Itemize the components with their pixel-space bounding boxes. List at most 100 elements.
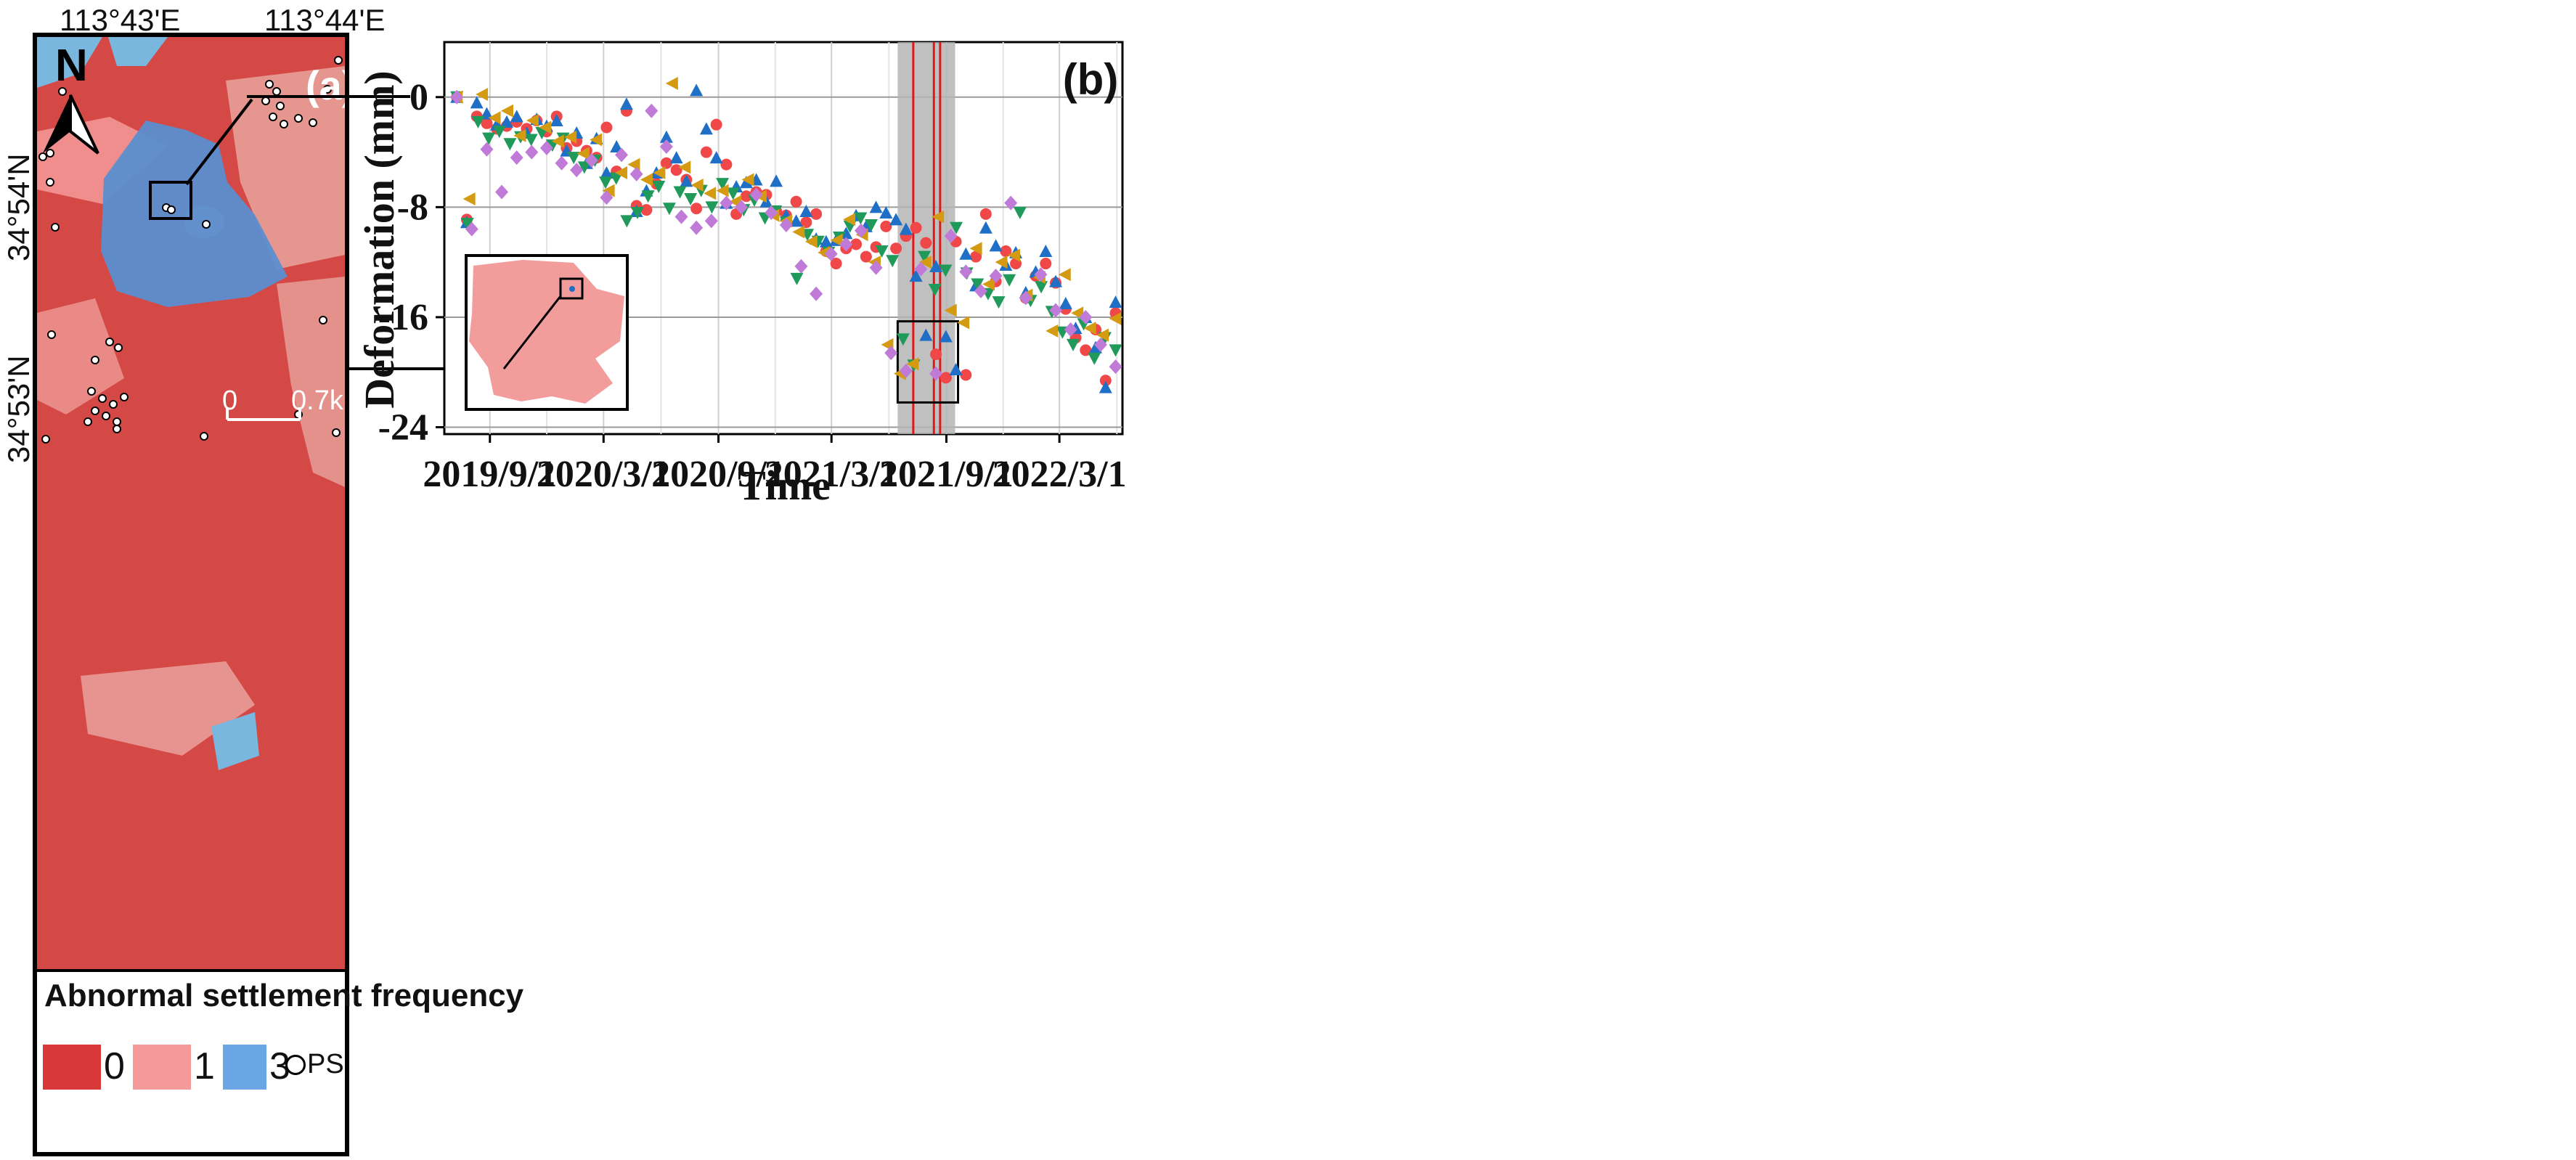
- series-left-triangle-point-20: [704, 187, 717, 200]
- series-diamond-point-13: [645, 103, 659, 118]
- series-circle-point-40: [850, 238, 863, 250]
- y-tick-label-1: -8: [397, 187, 428, 228]
- series-up-triangle-point-16: [610, 140, 624, 152]
- zone-frequency-1-e: [81, 661, 255, 756]
- series-up-triangle-point-48: [929, 259, 943, 272]
- series-left-triangle-point-23: [741, 173, 754, 187]
- legend-label-0: 0: [104, 1045, 125, 1087]
- x-tick-label-2: 2020/9/1: [651, 454, 786, 495]
- series-circle-point-3: [481, 117, 493, 129]
- series-circle-point-38: [830, 258, 842, 270]
- series-down-triangle-point-60: [1088, 352, 1101, 365]
- series-up-triangle-point-60: [1049, 274, 1063, 287]
- series-down-triangle-point-26: [726, 187, 740, 200]
- series-up-triangle-point-47: [919, 328, 933, 341]
- series-left-triangle-point-17: [665, 76, 678, 90]
- series-up-triangle-point-53: [979, 221, 993, 234]
- series-circle-point-29: [740, 190, 752, 203]
- series-left-triangle-point-13: [615, 166, 628, 179]
- legend-swatch-0: [43, 1045, 101, 1090]
- series-circle-point-27: [720, 158, 733, 171]
- series-down-triangle-point-16: [620, 215, 634, 228]
- inset-connector: [502, 295, 562, 369]
- series-diamond-point-44: [1109, 359, 1122, 375]
- series-left-triangle-point-18: [678, 160, 691, 174]
- data-marks-layer: [450, 76, 1122, 393]
- series-circle-point-36: [810, 208, 823, 220]
- series-left-triangle-point-6: [526, 114, 539, 127]
- series-left-triangle-point-43: [995, 256, 1008, 269]
- x-tick-label-0: 2019/9/1: [423, 454, 557, 495]
- series-diamond-point-24: [810, 286, 823, 301]
- series-left-triangle-point-16: [653, 166, 666, 179]
- series-up-triangle-point-17: [619, 97, 633, 110]
- scale-bar: [226, 407, 301, 421]
- series-up-triangle-point-42: [869, 200, 883, 213]
- zone-frequency-1-d: [277, 277, 345, 487]
- series-diamond-point-17: [704, 213, 718, 229]
- series-circle-point-49: [939, 372, 952, 384]
- series-down-triangle-point-19: [652, 180, 666, 193]
- series-diamond-point-42: [1079, 309, 1093, 324]
- series-circle-point-41: [860, 250, 872, 263]
- series-circle-point-55: [1000, 245, 1012, 257]
- series-up-triangle-point-6: [510, 110, 523, 123]
- series-left-triangle-point-12: [602, 184, 615, 197]
- series-up-triangle-point-59: [1039, 245, 1053, 257]
- inset-zoom-box: [559, 277, 584, 300]
- series-diamond-point-28: [869, 260, 883, 275]
- anomaly-zoom-box: [896, 320, 960, 404]
- x-axis-title: Time: [738, 462, 831, 509]
- series-circle-point-19: [640, 204, 653, 216]
- series-diamond-point-20: [749, 187, 763, 203]
- series-left-triangle-point-19: [690, 179, 704, 192]
- series-diamond-point-15: [674, 209, 688, 224]
- series-diamond-point-10: [600, 190, 614, 205]
- series-left-triangle-point-31: [843, 213, 856, 226]
- series-diamond-point-5: [525, 144, 539, 160]
- series-diamond-point-1: [465, 221, 478, 237]
- series-diamond-point-37: [1004, 195, 1018, 211]
- series-up-triangle-point-5: [500, 115, 513, 128]
- legend-swatch-1: [133, 1045, 191, 1090]
- series-circle-point-34: [790, 195, 802, 208]
- series-up-triangle-point-64: [1089, 340, 1103, 354]
- series-down-triangle-point-44: [918, 250, 932, 264]
- series-diamond-point-43: [1093, 337, 1107, 352]
- series-down-triangle-point-20: [662, 203, 676, 216]
- series-down-triangle-point-55: [1035, 281, 1048, 294]
- series-left-triangle-point-11: [590, 133, 603, 147]
- series-down-triangle-point-7: [524, 134, 538, 147]
- series-left-triangle-point-2: [476, 88, 489, 101]
- series-up-triangle-point-2: [470, 96, 484, 109]
- series-diamond-point-27: [854, 223, 868, 238]
- x-tick-label-1: 2020/3/1: [537, 454, 671, 495]
- y-tick-label-2: -16: [378, 297, 428, 338]
- series-up-triangle-point-26: [709, 151, 723, 164]
- series-diamond-point-35: [974, 283, 987, 298]
- series-down-triangle-point-51: [992, 296, 1006, 309]
- series-left-triangle-point-10: [576, 147, 590, 160]
- series-down-triangle-point-4: [492, 126, 506, 139]
- series-down-triangle-point-25: [716, 178, 730, 191]
- series-circle-point-15: [600, 121, 613, 134]
- inset-blue-mark: [569, 286, 575, 292]
- series-down-triangle-point-14: [599, 176, 613, 189]
- series-up-triangle-point-43: [879, 205, 893, 218]
- series-down-triangle-point-41: [886, 255, 900, 268]
- panel-a-label: (a): [306, 62, 345, 108]
- zone-frequency-1-c: [37, 298, 124, 414]
- series-up-triangle-point-15: [600, 166, 614, 179]
- zone-frequency-3: [101, 121, 288, 307]
- series-left-triangle-point-8: [551, 134, 564, 148]
- series-up-triangle-point-25: [699, 122, 713, 135]
- lon-label-1: 113°43'E: [60, 3, 181, 37]
- series-down-triangle-point-53: [1013, 206, 1027, 219]
- series-left-triangle-point-41: [969, 242, 982, 256]
- series-down-triangle-point-5: [503, 138, 517, 151]
- x-tick-label-4: 2021/9/1: [879, 454, 1014, 495]
- series-up-triangle-point-35: [799, 205, 813, 218]
- series-left-triangle-point-9: [564, 130, 577, 144]
- zoom-box: [149, 181, 192, 220]
